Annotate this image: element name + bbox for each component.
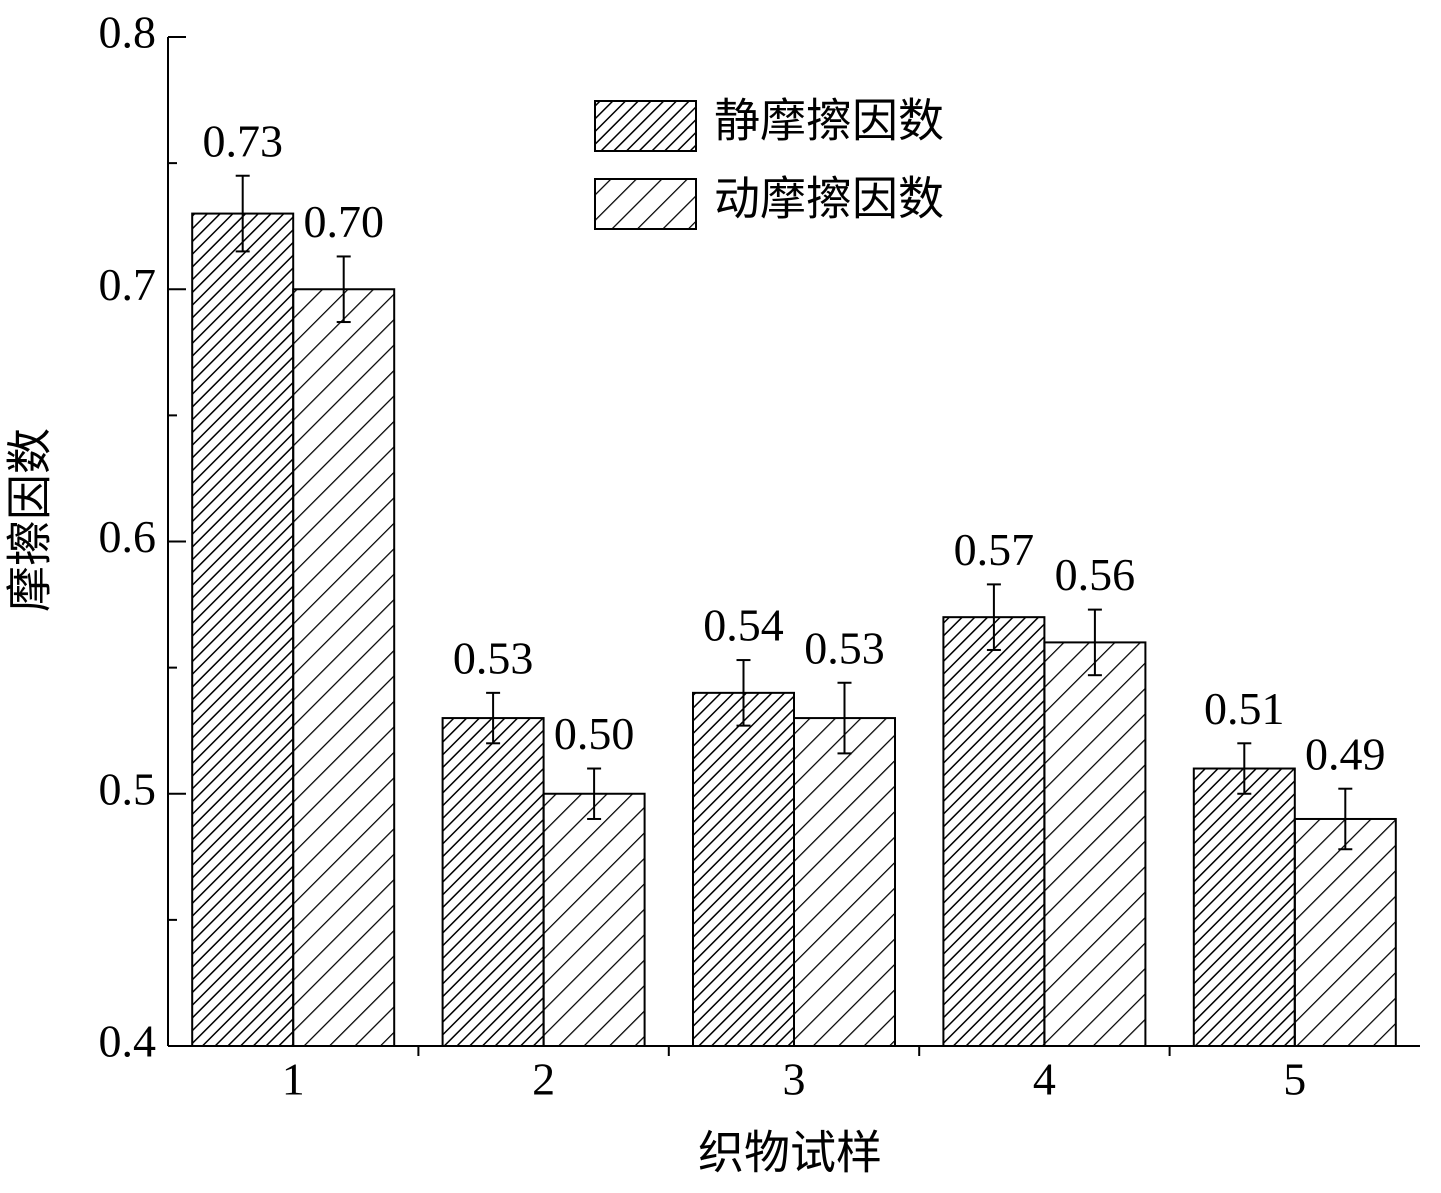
error-bar bbox=[235, 174, 250, 253]
data-label: 0.53 bbox=[804, 622, 885, 673]
bar bbox=[542, 792, 646, 1047]
bar bbox=[441, 717, 545, 1047]
data-label: 0.50 bbox=[554, 708, 635, 759]
data-label: 0.51 bbox=[1204, 683, 1285, 734]
error-bar bbox=[1087, 608, 1102, 677]
error-bar bbox=[837, 681, 852, 755]
bar bbox=[292, 288, 396, 1047]
error-bar bbox=[736, 659, 751, 727]
x-tick-label: 5 bbox=[1283, 1054, 1306, 1105]
y-axis-label: 摩擦因数 bbox=[5, 428, 56, 612]
y-tick-label: 0.4 bbox=[99, 1016, 157, 1067]
x-tick-label: 4 bbox=[1033, 1054, 1056, 1105]
y-tick-label: 0.6 bbox=[99, 511, 157, 562]
data-label: 0.73 bbox=[202, 115, 283, 166]
legend-swatch bbox=[594, 178, 697, 230]
error-bar bbox=[1338, 787, 1353, 851]
y-tick-label: 0.8 bbox=[99, 7, 157, 58]
legend-label: 动摩擦因数 bbox=[714, 174, 944, 225]
data-label: 0.53 bbox=[453, 632, 534, 683]
legend-swatch bbox=[594, 100, 697, 152]
bar bbox=[1293, 817, 1397, 1047]
error-bar bbox=[1237, 742, 1252, 795]
x-tick-label: 3 bbox=[783, 1054, 806, 1105]
data-label: 0.70 bbox=[303, 196, 384, 247]
legend-label: 静摩擦因数 bbox=[714, 96, 944, 147]
error-bar bbox=[486, 691, 501, 745]
data-label: 0.56 bbox=[1055, 549, 1136, 600]
y-tick-label: 0.5 bbox=[99, 763, 157, 814]
error-bar bbox=[336, 255, 351, 324]
x-tick-label: 1 bbox=[282, 1054, 305, 1105]
data-label: 0.49 bbox=[1305, 728, 1386, 779]
bar bbox=[692, 691, 795, 1047]
bar bbox=[942, 616, 1046, 1047]
bar bbox=[1192, 767, 1296, 1048]
error-bar bbox=[986, 583, 1001, 651]
error-bar bbox=[587, 767, 602, 820]
data-label: 0.54 bbox=[703, 600, 784, 651]
data-label: 0.57 bbox=[954, 524, 1035, 575]
y-tick-label: 0.7 bbox=[99, 259, 157, 310]
bar bbox=[1043, 641, 1147, 1048]
bar bbox=[793, 717, 896, 1047]
bar bbox=[191, 212, 295, 1047]
x-axis-label: 织物试样 bbox=[698, 1128, 882, 1179]
x-tick-label: 2 bbox=[532, 1054, 555, 1105]
